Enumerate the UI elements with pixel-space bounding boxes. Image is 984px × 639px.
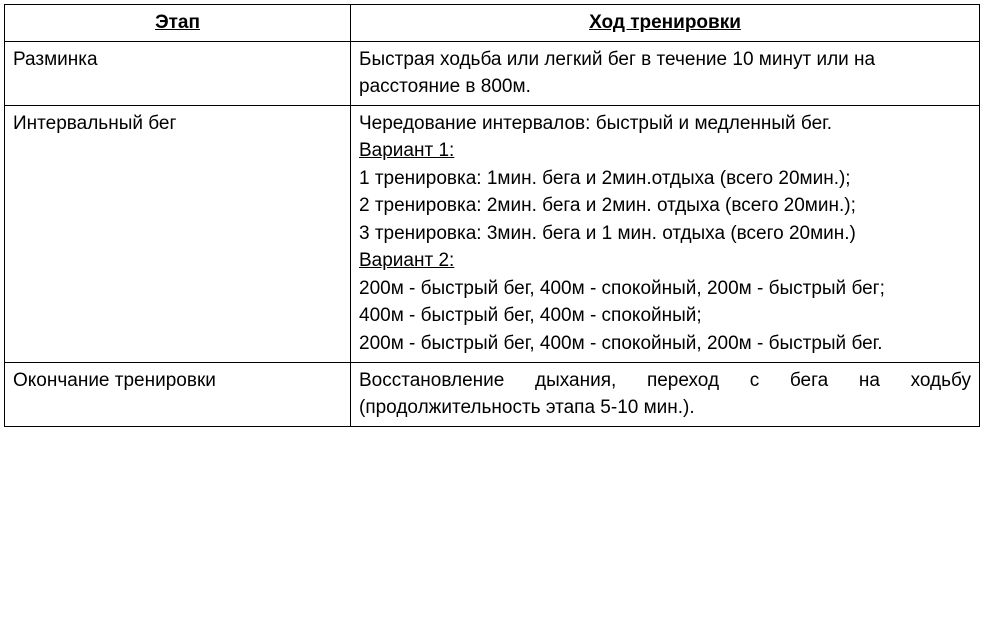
- stage-cell: Окончание тренировки: [5, 362, 351, 426]
- desc-cell: Восстановление дыхания, переход с бега н…: [351, 362, 980, 426]
- header-desc: Ход тренировки: [351, 5, 980, 42]
- desc-cell: Чередование интервалов: быстрый и медлен…: [351, 105, 980, 362]
- header-stage: Этап: [5, 5, 351, 42]
- desc-cell: Быстрая ходьба или легкий бег в течение …: [351, 41, 980, 105]
- stage-cell: Разминка: [5, 41, 351, 105]
- training-table: Этап Ход тренировки Разминка Быстрая ход…: [4, 4, 980, 427]
- header-row: Этап Ход тренировки: [5, 5, 980, 42]
- stage-cell: Интервальный бег: [5, 105, 351, 362]
- table-row: Интервальный бег Чередование интервалов:…: [5, 105, 980, 362]
- table-row: Окончание тренировки Восстановление дыха…: [5, 362, 980, 426]
- table-body: Разминка Быстрая ходьба или легкий бег в…: [5, 41, 980, 426]
- table-row: Разминка Быстрая ходьба или легкий бег в…: [5, 41, 980, 105]
